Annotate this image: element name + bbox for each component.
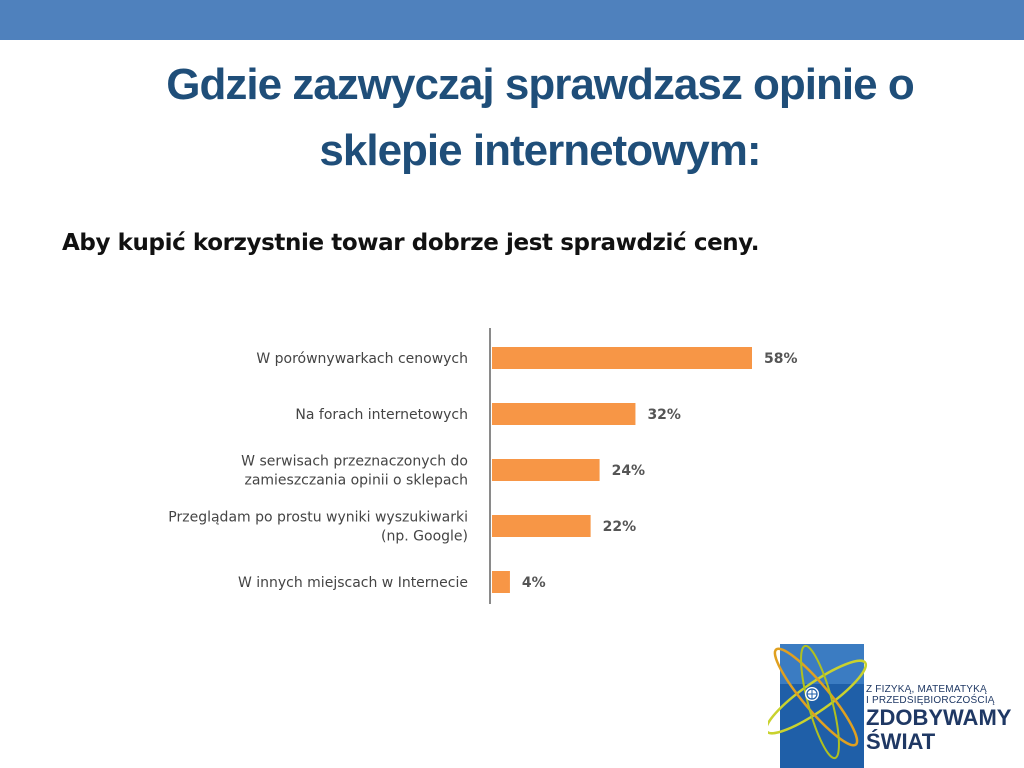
chart-category-label: W porównywarkach cenowych	[256, 351, 468, 367]
chart-bar	[492, 459, 600, 481]
logo-line-3: ZDOBYWAMY	[866, 705, 1012, 730]
logo-text: Z FIZYKĄ, MATEMATYKĄ I PRZEDSIĘBIORCZOŚC…	[866, 684, 1011, 754]
chart-bar	[492, 347, 752, 369]
chart-category-label: (np. Google)	[381, 529, 468, 545]
chart-value-label: 22%	[603, 519, 637, 535]
atom-globe-logo-icon	[768, 644, 868, 768]
slide-title: Gdzie zazwyczaj sprawdzasz opinie o skle…	[100, 52, 980, 184]
logo-line-2: I PRZEDSIĘBIORCZOŚCIĄ	[866, 695, 995, 706]
slide-title-line-2: sklepie internetowym:	[319, 126, 761, 175]
chart-category-label: W innych miejscach w Internecie	[238, 575, 468, 591]
top-bar	[0, 0, 1024, 40]
chart-category-label: Przeglądam po prostu wyniki wyszukiwarki	[168, 510, 468, 526]
logo-line-1: Z FIZYKĄ, MATEMATYKĄ	[866, 684, 987, 695]
chart-value-label: 4%	[522, 575, 546, 591]
chart-bar	[492, 571, 510, 593]
chart-category-label: zamieszczania opinii o sklepach	[244, 473, 468, 489]
chart-value-label: 32%	[647, 407, 681, 423]
slide-title-line-1: Gdzie zazwyczaj sprawdzasz opinie o	[166, 60, 914, 109]
chart-category-label: Na forach internetowych	[295, 407, 468, 423]
logo-line-4: ŚWIAT	[866, 729, 936, 754]
chart-value-label: 24%	[612, 463, 646, 479]
bar-chart: 58% W porównywarkach cenowych 32% Na forach…	[168, 328, 798, 604]
chart-bar	[492, 403, 636, 425]
chart-category-label: W serwisach przeznaczonych do	[241, 454, 468, 470]
slide-subtitle: Aby kupić korzystnie towar dobrze jest s…	[62, 230, 760, 256]
chart-bar	[492, 515, 591, 537]
chart-value-label: 58%	[764, 351, 798, 367]
